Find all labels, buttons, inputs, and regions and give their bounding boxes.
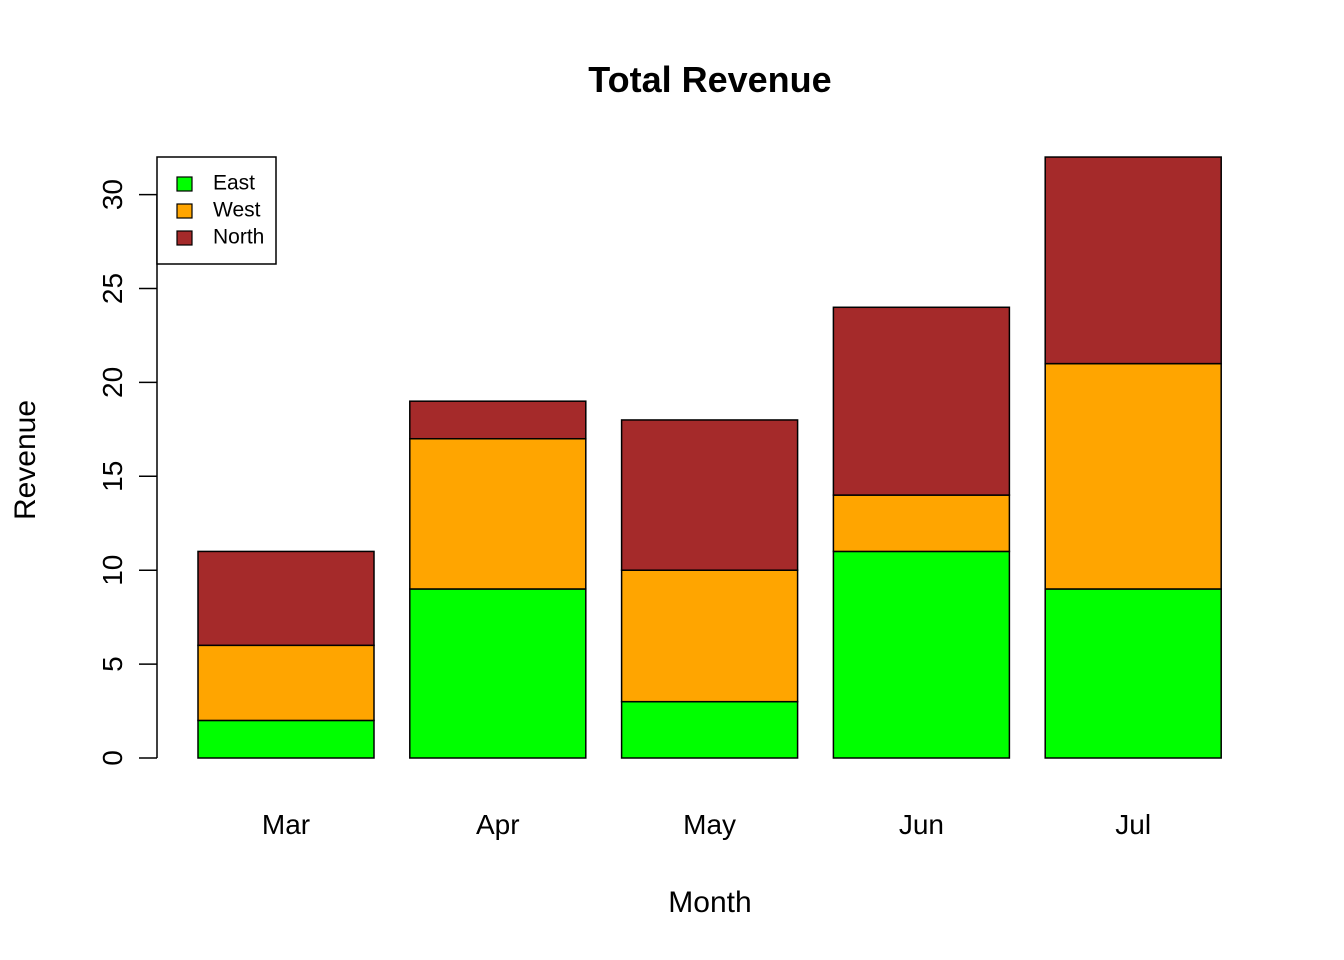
y-tick-label: 25 bbox=[97, 273, 128, 304]
bars-group bbox=[197, 156, 1222, 759]
legend-swatch-east bbox=[176, 176, 193, 192]
x-tick-label: Mar bbox=[262, 809, 310, 840]
y-tick-label: 5 bbox=[97, 656, 128, 672]
legend-label-east: East bbox=[213, 172, 255, 195]
legend-label-west: West bbox=[213, 199, 261, 222]
bar-segment-north bbox=[1044, 156, 1222, 365]
bar-segment-west bbox=[620, 569, 799, 703]
y-tick-label: 20 bbox=[97, 367, 128, 398]
chart-title: Total Revenue bbox=[588, 59, 831, 100]
bar-segment-west bbox=[832, 494, 1011, 553]
bar-segment-east bbox=[409, 588, 587, 759]
bar-segment-north bbox=[620, 419, 799, 571]
legend-swatch-west bbox=[176, 203, 193, 219]
bar-segment-east bbox=[832, 550, 1011, 759]
bar-segment-west bbox=[1044, 362, 1222, 590]
y-tick-label: 0 bbox=[97, 750, 128, 766]
bar-segment-east bbox=[620, 700, 799, 759]
x-tick-labels: Mar Apr May Jun Jul bbox=[262, 809, 1151, 840]
legend-swatch-north bbox=[176, 230, 193, 246]
x-tick-label: May bbox=[683, 809, 736, 840]
y-axis-label: Revenue bbox=[9, 400, 42, 520]
x-tick-label: Apr bbox=[476, 809, 520, 840]
y-tick-label: 30 bbox=[97, 179, 128, 210]
bar-segment-west bbox=[197, 644, 375, 722]
x-tick-label: Jun bbox=[899, 809, 944, 840]
legend: East West North bbox=[156, 156, 277, 265]
y-axis: 0 5 10 15 20 25 30 bbox=[97, 179, 158, 766]
legend-label-north: North bbox=[213, 226, 264, 249]
y-tick-label: 10 bbox=[97, 555, 128, 586]
bar-segment-north bbox=[409, 400, 587, 440]
x-tick-label: Jul bbox=[1115, 809, 1151, 840]
x-axis-label: Month bbox=[668, 886, 751, 919]
y-tick-label: 15 bbox=[97, 461, 128, 492]
bar-segment-north bbox=[832, 306, 1011, 496]
bar-segment-west bbox=[409, 437, 587, 590]
bar-segment-east bbox=[197, 719, 375, 759]
bar-segment-north bbox=[197, 550, 375, 647]
bar-segment-east bbox=[1044, 588, 1222, 759]
